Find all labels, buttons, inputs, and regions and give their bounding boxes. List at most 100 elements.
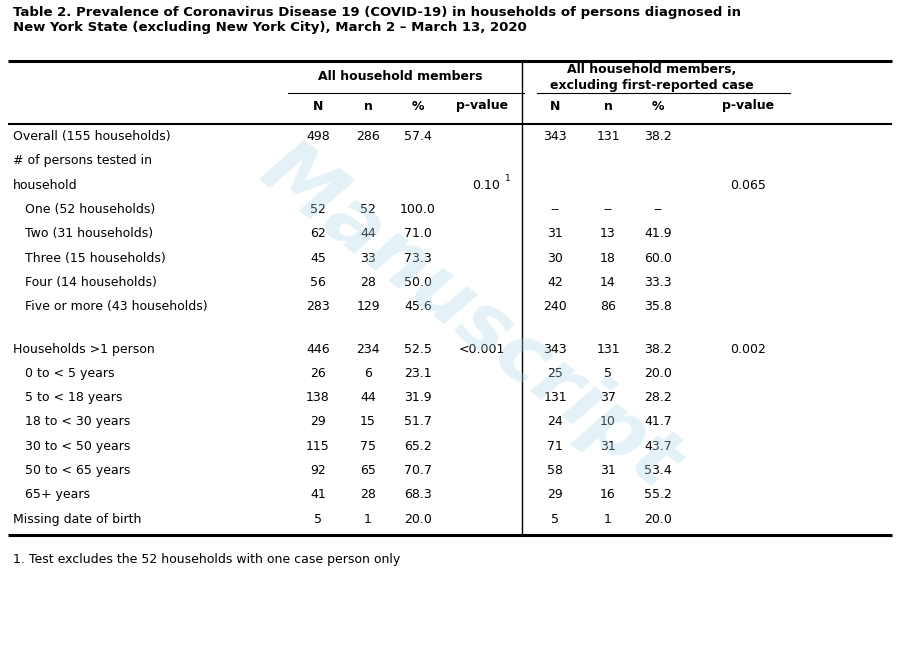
- Text: 25: 25: [547, 367, 562, 380]
- Text: 75: 75: [360, 440, 376, 453]
- Text: Table 2. Prevalence of Coronavirus Disease 19 (COVID-19) in households of person: Table 2. Prevalence of Coronavirus Disea…: [13, 6, 741, 19]
- Text: 92: 92: [310, 464, 326, 477]
- Text: 86: 86: [600, 300, 616, 313]
- Text: <0.001: <0.001: [459, 343, 505, 356]
- Text: New York State (excluding New York City), March 2 – March 13, 2020: New York State (excluding New York City)…: [13, 21, 526, 34]
- Text: 20.0: 20.0: [404, 513, 432, 525]
- Text: 5: 5: [551, 513, 559, 525]
- Text: 13: 13: [600, 227, 616, 240]
- Text: 42: 42: [547, 276, 562, 289]
- Text: Four (14 households): Four (14 households): [13, 276, 157, 289]
- Text: Five or more (43 households): Five or more (43 households): [13, 300, 208, 313]
- Text: 29: 29: [547, 488, 562, 501]
- Text: 131: 131: [544, 391, 567, 404]
- Text: 115: 115: [306, 440, 330, 453]
- Text: p-value: p-value: [456, 99, 508, 113]
- Text: 45: 45: [310, 252, 326, 264]
- Text: n: n: [364, 99, 373, 113]
- Text: 1: 1: [604, 513, 612, 525]
- Text: %: %: [652, 99, 664, 113]
- Text: --: --: [604, 203, 613, 216]
- Text: 10: 10: [600, 415, 616, 429]
- Text: 18 to < 30 years: 18 to < 30 years: [13, 415, 130, 429]
- Text: excluding first-reported case: excluding first-reported case: [550, 79, 753, 92]
- Text: Two (31 households): Two (31 households): [13, 227, 153, 240]
- Text: # of persons tested in: # of persons tested in: [13, 154, 152, 168]
- Text: 65: 65: [360, 464, 376, 477]
- Text: 38.2: 38.2: [644, 130, 672, 143]
- Text: 5: 5: [314, 513, 322, 525]
- Text: 0.002: 0.002: [730, 343, 766, 356]
- Text: 71: 71: [547, 440, 562, 453]
- Text: 286: 286: [356, 130, 380, 143]
- Text: 52.5: 52.5: [404, 343, 432, 356]
- Text: 283: 283: [306, 300, 330, 313]
- Text: 70.7: 70.7: [404, 464, 432, 477]
- Text: 53.4: 53.4: [644, 464, 672, 477]
- Text: 31: 31: [600, 464, 616, 477]
- Text: 5 to < 18 years: 5 to < 18 years: [13, 391, 122, 404]
- Text: --: --: [653, 203, 662, 216]
- Text: 50.0: 50.0: [404, 276, 432, 289]
- Text: 43.7: 43.7: [644, 440, 672, 453]
- Text: 52: 52: [360, 203, 376, 216]
- Text: Households >1 person: Households >1 person: [13, 343, 155, 356]
- Text: --: --: [551, 203, 560, 216]
- Text: 28: 28: [360, 276, 376, 289]
- Text: 100.0: 100.0: [400, 203, 436, 216]
- Text: 15: 15: [360, 415, 376, 429]
- Text: 62: 62: [310, 227, 326, 240]
- Text: 6: 6: [364, 367, 372, 380]
- Text: 1: 1: [364, 513, 372, 525]
- Text: 129: 129: [356, 300, 380, 313]
- Text: Overall (155 households): Overall (155 households): [13, 130, 171, 143]
- Text: 138: 138: [306, 391, 330, 404]
- Text: p-value: p-value: [722, 99, 774, 113]
- Text: 1. Test excludes the 52 households with one case person only: 1. Test excludes the 52 households with …: [13, 554, 400, 566]
- Text: 60.0: 60.0: [644, 252, 672, 264]
- Text: 131: 131: [596, 343, 620, 356]
- Text: %: %: [412, 99, 424, 113]
- Text: Manuscript: Manuscript: [246, 131, 694, 505]
- Text: 30: 30: [547, 252, 562, 264]
- Text: 343: 343: [544, 343, 567, 356]
- Text: 0.065: 0.065: [730, 178, 766, 192]
- Text: 73.3: 73.3: [404, 252, 432, 264]
- Text: 71.0: 71.0: [404, 227, 432, 240]
- Text: N: N: [313, 99, 323, 113]
- Text: 498: 498: [306, 130, 330, 143]
- Text: 41.7: 41.7: [644, 415, 672, 429]
- Text: 28: 28: [360, 488, 376, 501]
- Text: 33.3: 33.3: [644, 276, 671, 289]
- Text: 446: 446: [306, 343, 329, 356]
- Text: 20.0: 20.0: [644, 367, 672, 380]
- Text: household: household: [13, 178, 77, 192]
- Text: 24: 24: [547, 415, 562, 429]
- Text: 55.2: 55.2: [644, 488, 672, 501]
- Text: 68.3: 68.3: [404, 488, 432, 501]
- Text: Missing date of birth: Missing date of birth: [13, 513, 141, 525]
- Text: 14: 14: [600, 276, 616, 289]
- Text: 30 to < 50 years: 30 to < 50 years: [13, 440, 130, 453]
- Text: 131: 131: [596, 130, 620, 143]
- Text: 56: 56: [310, 276, 326, 289]
- Text: 343: 343: [544, 130, 567, 143]
- Text: 240: 240: [543, 300, 567, 313]
- Text: 26: 26: [310, 367, 326, 380]
- Text: 57.4: 57.4: [404, 130, 432, 143]
- Text: 5: 5: [604, 367, 612, 380]
- Text: 50 to < 65 years: 50 to < 65 years: [13, 464, 130, 477]
- Text: 52: 52: [310, 203, 326, 216]
- Text: 20.0: 20.0: [644, 513, 672, 525]
- Text: 58: 58: [547, 464, 563, 477]
- Text: 65.2: 65.2: [404, 440, 432, 453]
- Text: 31: 31: [600, 440, 616, 453]
- Text: 23.1: 23.1: [404, 367, 432, 380]
- Text: 35.8: 35.8: [644, 300, 672, 313]
- Text: 65+ years: 65+ years: [13, 488, 90, 501]
- Text: 44: 44: [360, 227, 376, 240]
- Text: 18: 18: [600, 252, 616, 264]
- Text: 38.2: 38.2: [644, 343, 672, 356]
- Text: 234: 234: [356, 343, 380, 356]
- Text: 0 to < 5 years: 0 to < 5 years: [13, 367, 114, 380]
